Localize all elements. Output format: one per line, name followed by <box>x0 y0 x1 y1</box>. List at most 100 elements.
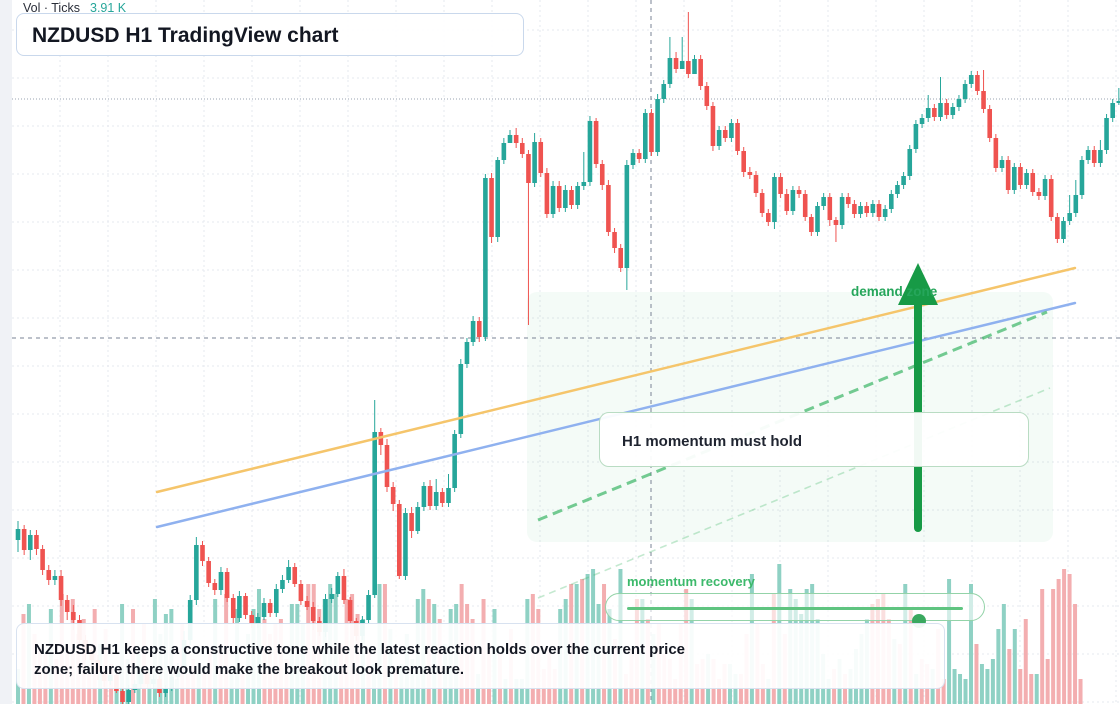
volume-bar <box>1040 589 1045 704</box>
candle-body <box>581 182 587 186</box>
candle-body <box>261 603 267 617</box>
volume-bar <box>196 674 201 704</box>
volume-bar <box>1056 579 1061 704</box>
volume-bar <box>185 674 190 704</box>
candle-body <box>280 580 285 589</box>
candle-body <box>1104 118 1109 150</box>
candle-body <box>15 529 21 540</box>
candle-body <box>944 103 949 115</box>
volume-bar <box>826 679 831 704</box>
volume-indicator-label: Vol · Ticks <box>23 1 80 15</box>
candle-body <box>194 545 199 600</box>
candle-body <box>563 190 568 208</box>
volume-bar <box>843 674 848 704</box>
candle-body <box>415 507 421 531</box>
candle-body <box>458 364 464 434</box>
volume-bar <box>968 584 973 704</box>
candle-body <box>710 106 716 146</box>
candle-body <box>1042 179 1048 196</box>
candle-body <box>1079 160 1085 195</box>
candle-body <box>21 529 27 550</box>
candle-body <box>304 601 310 607</box>
volume-bar <box>952 669 957 704</box>
candle-body <box>501 143 507 160</box>
candle-body <box>649 113 654 152</box>
candle-body <box>796 190 802 194</box>
volume-bar <box>202 674 207 704</box>
volume-bar <box>914 674 919 704</box>
volume-bar <box>1073 604 1078 704</box>
candle-body <box>440 492 445 503</box>
momentum-note: H1 momentum must hold <box>622 433 803 450</box>
candle-body <box>310 607 316 621</box>
volume-bar <box>974 644 979 704</box>
candle-body <box>575 186 580 205</box>
candle-body <box>630 153 636 165</box>
candle-body <box>968 75 974 84</box>
candle-body <box>790 190 796 211</box>
candle-body <box>427 486 433 506</box>
candle-body <box>495 160 500 237</box>
candle-body <box>956 99 962 107</box>
candle-body <box>845 197 851 204</box>
candle-body <box>384 445 390 487</box>
volume-bar <box>673 679 678 704</box>
candle-body <box>593 121 599 164</box>
candle-body <box>1116 101 1120 103</box>
candle-body <box>421 486 427 507</box>
candle-body <box>255 617 261 624</box>
momentum-meter <box>605 593 985 628</box>
candle-body <box>298 584 304 601</box>
candle-body <box>507 135 513 143</box>
chart-title: NZDUSD H1 TradingView chart <box>32 24 339 47</box>
candle-body <box>218 572 224 590</box>
candle-body <box>1055 217 1060 239</box>
candle-body <box>489 178 494 237</box>
candle-body <box>286 567 291 580</box>
candle-body <box>446 488 451 503</box>
candle-body <box>1085 150 1091 160</box>
candle-body <box>187 600 193 640</box>
candle-body <box>987 109 992 138</box>
candle-body <box>704 86 710 106</box>
candle-body <box>1018 167 1023 185</box>
candle-body <box>243 596 248 615</box>
candle-body <box>366 595 371 620</box>
analysis-summary: NZDUSD H1 keeps a constructive tone whil… <box>34 641 686 678</box>
candle-body <box>907 149 913 176</box>
candle-body <box>1091 150 1097 163</box>
volume-bar <box>1051 589 1056 704</box>
volume-bar <box>240 674 245 704</box>
candle-body <box>975 75 980 91</box>
candle-body <box>1073 195 1079 213</box>
candle-body <box>403 513 408 576</box>
volume-bar <box>174 679 179 704</box>
candle-body <box>483 178 488 337</box>
candle-body <box>962 84 968 99</box>
volume-bar <box>1023 619 1028 704</box>
candle-body <box>409 513 414 531</box>
volume-bar <box>996 629 1001 704</box>
candle-body <box>34 535 39 549</box>
candle-body <box>802 194 808 217</box>
candle-body <box>667 58 673 84</box>
candle-body <box>913 124 919 149</box>
volume-bar <box>519 679 524 704</box>
candle-body <box>858 206 863 214</box>
candle-body <box>1110 103 1115 118</box>
candle-body <box>513 135 519 143</box>
volume-bar <box>1012 629 1017 704</box>
volume-bar <box>990 659 995 704</box>
candle-body <box>476 321 482 337</box>
volume-bar <box>963 679 968 704</box>
candle-body <box>655 99 660 152</box>
candle-body <box>206 561 211 583</box>
candle-body <box>864 206 869 213</box>
analysis-summary-card: NZDUSD H1 keeps a constructive tone whil… <box>16 623 945 689</box>
chart-title-card: NZDUSD H1 TradingView chart <box>16 13 524 56</box>
volume-bar <box>1067 574 1072 704</box>
candle-body <box>126 690 131 702</box>
candle-body <box>852 204 857 214</box>
volume-indicator-value: 3.91 K <box>90 1 127 15</box>
candle-body <box>753 175 759 193</box>
